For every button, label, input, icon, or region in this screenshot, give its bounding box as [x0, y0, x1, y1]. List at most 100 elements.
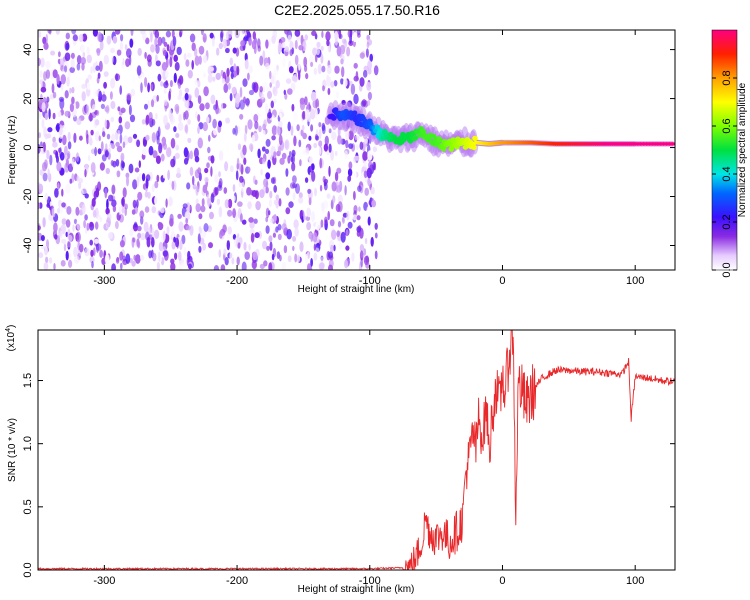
noise-cell: [184, 110, 189, 120]
noise-cell: [161, 36, 166, 44]
noise-cell: [338, 30, 342, 39]
noise-cell: [45, 256, 49, 264]
noise-cell: [156, 135, 160, 145]
noise-cell: [52, 176, 56, 186]
noise-cell: [214, 173, 218, 183]
noise-cell: [251, 190, 258, 197]
noise-cell: [197, 233, 201, 244]
noise-cell: [261, 129, 266, 137]
noise-cell: [107, 194, 114, 202]
noise-cell: [370, 236, 374, 247]
noise-cell: [64, 52, 71, 61]
noise-cell: [186, 182, 191, 190]
noise-cell: [272, 232, 276, 238]
noise-cell: [345, 139, 349, 149]
noise-cell: [270, 100, 274, 109]
noise-cell: [178, 251, 182, 261]
noise-cell: [352, 31, 358, 43]
noise-cell: [120, 198, 124, 206]
noise-cell: [192, 183, 197, 190]
noise-cell: [208, 242, 213, 249]
noise-cell: [133, 254, 136, 261]
noise-cell: [348, 130, 354, 141]
noise-cell: [300, 129, 304, 137]
noise-cell: [194, 111, 198, 119]
noise-cell: [240, 213, 243, 223]
signal-cell: [351, 110, 358, 116]
noise-cell: [265, 62, 270, 70]
noise-cell: [290, 182, 296, 189]
noise-cell: [119, 251, 124, 261]
noise-cell: [110, 47, 115, 54]
noise-cell: [87, 74, 93, 80]
noise-cell: [198, 226, 202, 232]
chart-title: C2E2.2025.055.17.50.R16: [274, 2, 440, 18]
noise-cell: [273, 68, 279, 76]
noise-cell: [158, 142, 163, 154]
noise-cell: [236, 157, 240, 169]
noise-cell: [202, 33, 207, 43]
noise-cell: [126, 175, 129, 187]
noise-cell: [90, 66, 93, 74]
noise-cell: [53, 222, 58, 233]
noise-cell: [235, 93, 241, 104]
noise-cell: [69, 103, 74, 113]
noise-cell: [353, 75, 359, 82]
noise-cell: [202, 242, 207, 251]
noise-cell: [249, 228, 255, 235]
noise-cell: [336, 46, 342, 57]
noise-cell: [121, 207, 125, 214]
signal-cell: [669, 142, 675, 146]
noise-cell: [76, 175, 80, 182]
noise-cell: [234, 125, 238, 136]
noise-cell: [232, 195, 236, 202]
noise-cell: [334, 150, 338, 157]
noise-cell: [142, 32, 147, 41]
noise-cell: [41, 102, 46, 113]
noise-cell: [275, 194, 280, 201]
noise-cell: [90, 129, 94, 136]
noise-cell: [171, 240, 176, 250]
noise-cell: [125, 58, 130, 67]
noise-cell: [120, 160, 125, 171]
noise-cell: [124, 207, 127, 217]
noise-cell: [303, 56, 308, 68]
noise-cell: [105, 143, 108, 151]
noise-cell: [187, 69, 193, 79]
noise-cell: [206, 116, 210, 124]
noise-cell: [71, 96, 75, 105]
noise-cell: [52, 112, 56, 120]
noise-cell: [57, 182, 60, 191]
noise-cell: [262, 81, 268, 90]
noise-cell: [200, 30, 204, 36]
noise-cell: [341, 66, 345, 78]
noise-cell: [46, 133, 51, 139]
noise-cell: [86, 46, 90, 55]
noise-cell: [141, 148, 148, 156]
noise-cell: [170, 138, 176, 149]
noise-cell: [154, 229, 160, 239]
noise-cell: [79, 135, 83, 141]
noise-cell: [98, 90, 103, 102]
noise-cell: [150, 83, 154, 91]
noise-cell: [189, 33, 196, 43]
noise-cell: [40, 86, 47, 93]
noise-cell: [229, 165, 234, 173]
noise-cell: [42, 36, 47, 45]
noise-cell: [346, 210, 350, 221]
noise-cell: [222, 224, 227, 233]
noise-cell: [166, 44, 170, 52]
noise-cell: [54, 234, 58, 240]
noise-cell: [217, 184, 223, 191]
noise-cell: [103, 81, 107, 89]
noise-cell: [151, 132, 157, 143]
noise-cell: [243, 194, 248, 202]
noise-cell: [136, 139, 141, 148]
noise-cell: [86, 222, 90, 231]
noise-cell: [198, 122, 204, 130]
noise-cell: [313, 252, 318, 261]
noise-cell: [315, 98, 320, 110]
noise-cell: [157, 222, 164, 231]
noise-cell: [247, 201, 252, 210]
noise-cell: [125, 253, 131, 264]
